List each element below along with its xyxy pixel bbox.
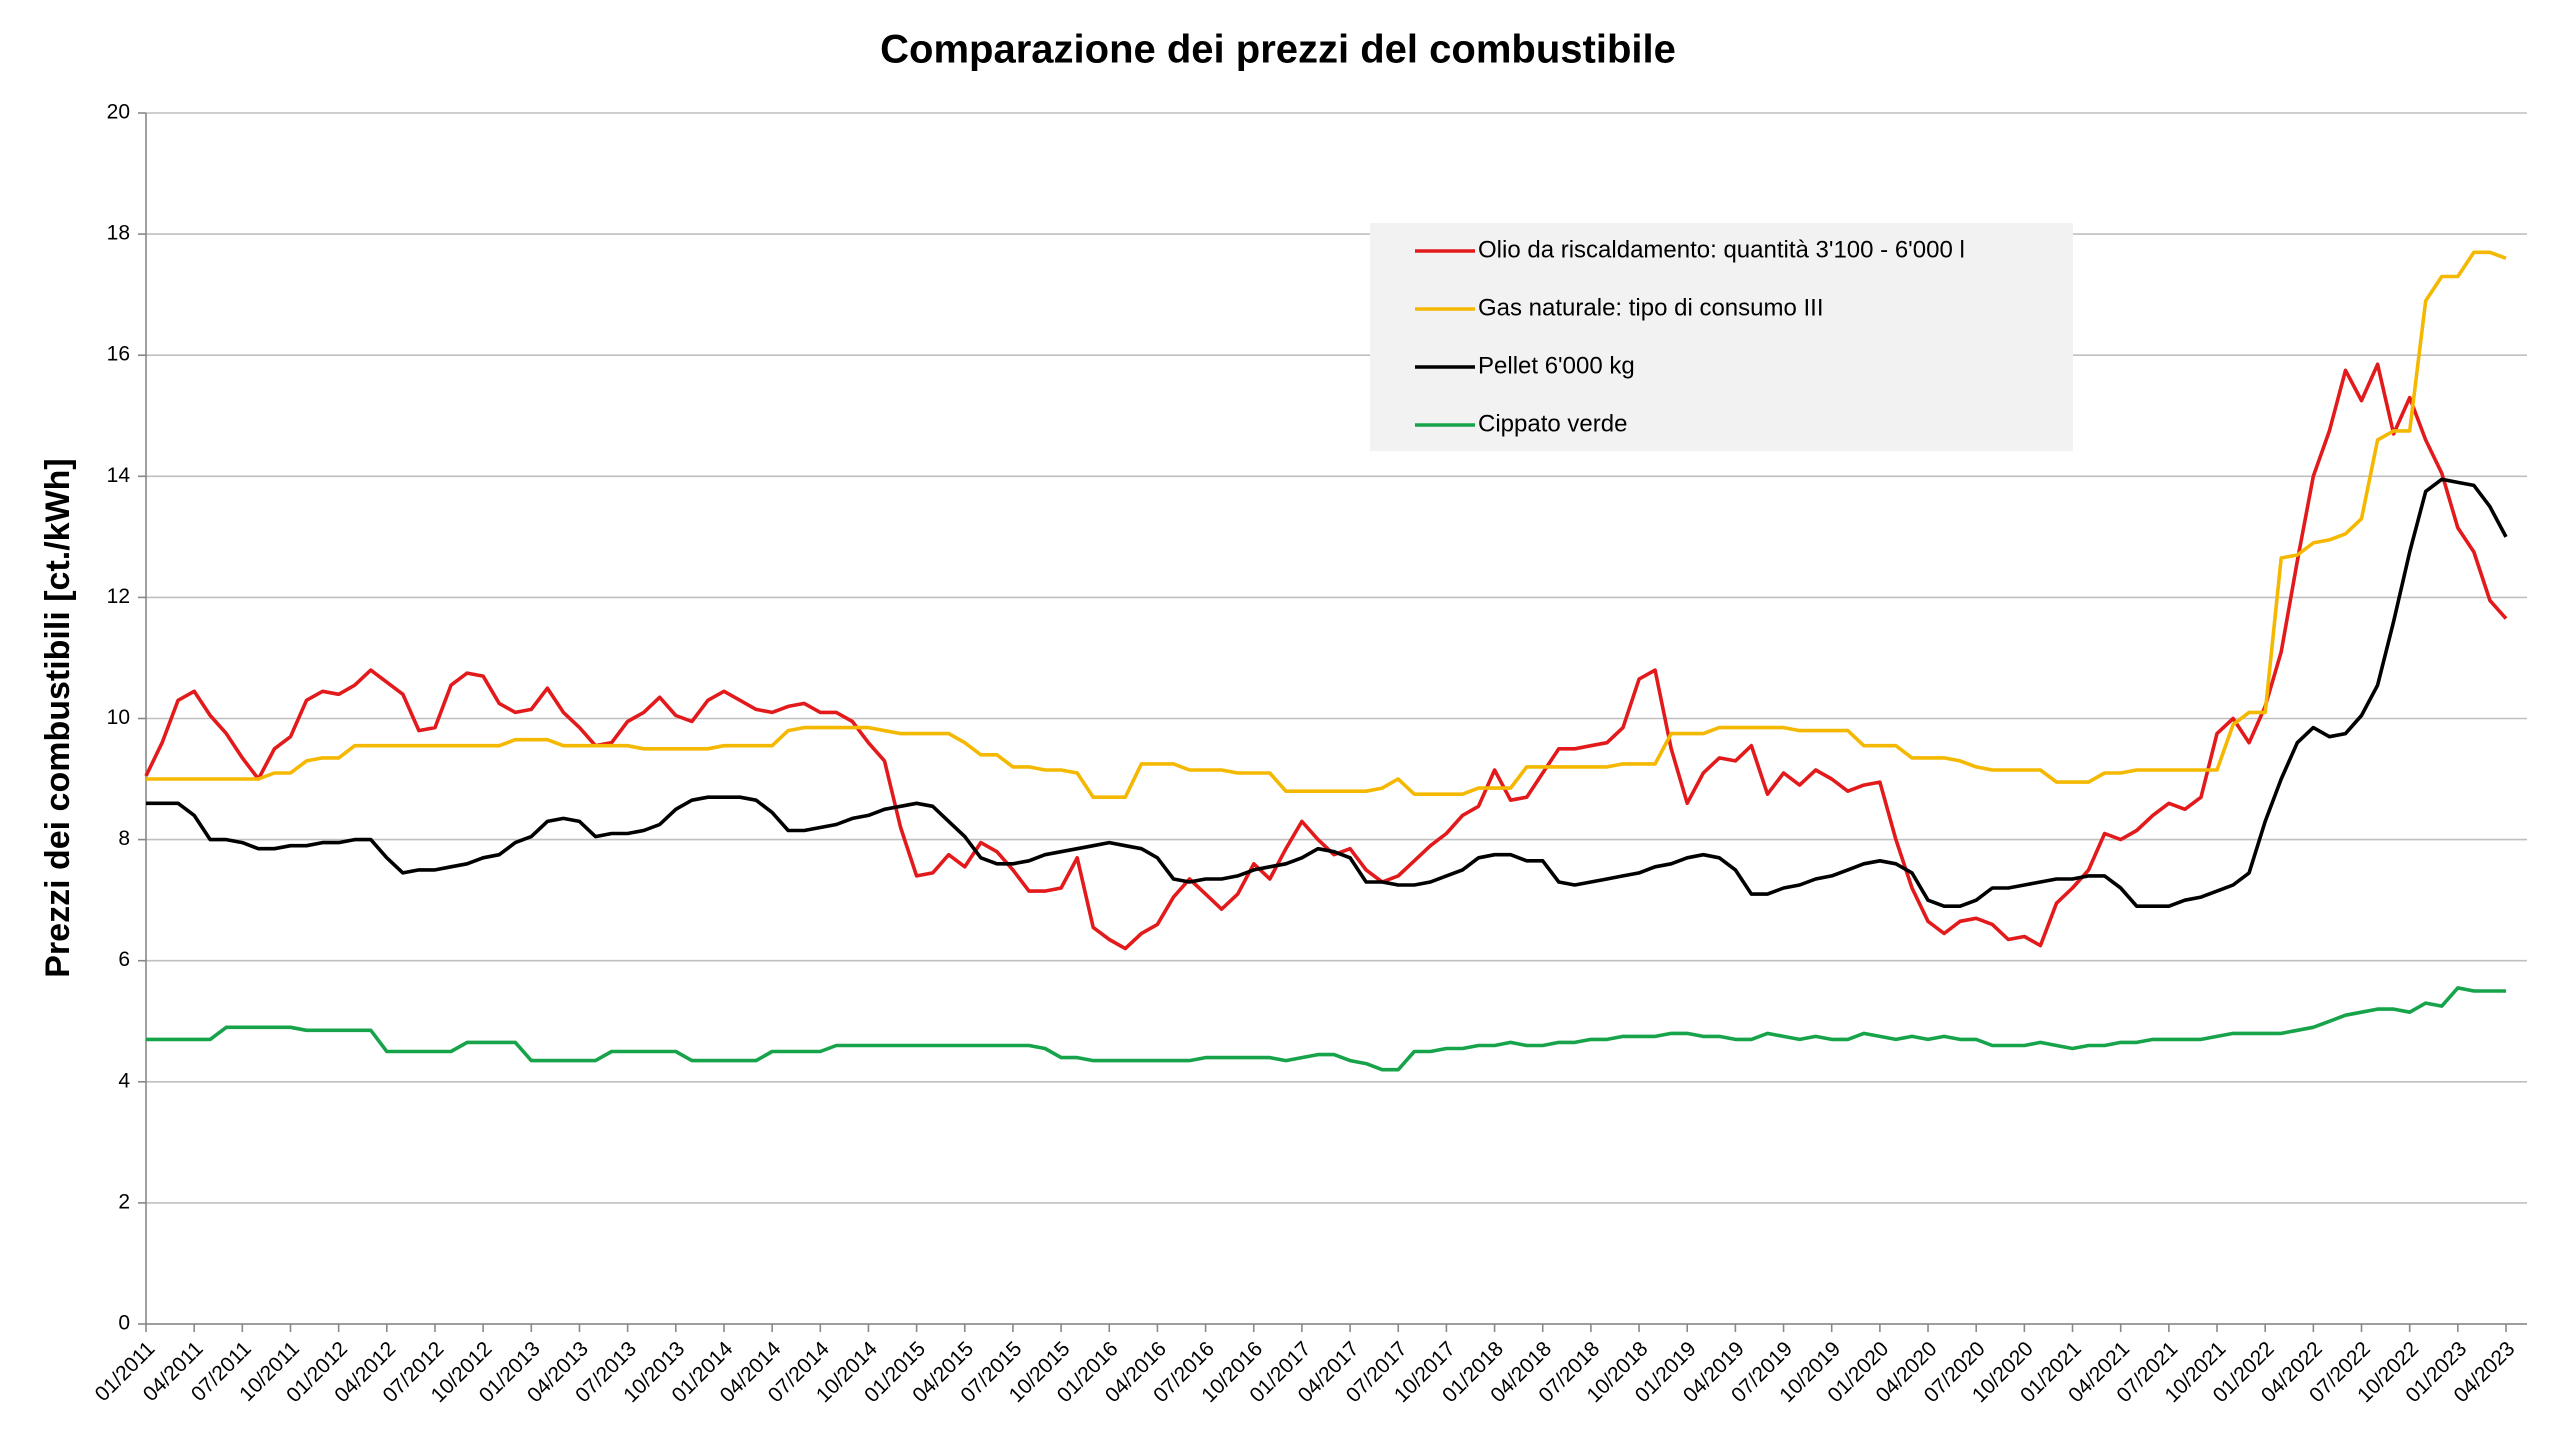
legend-label: Olio da riscaldamento: quantità 3'100 - … xyxy=(1478,236,1965,263)
series-line xyxy=(144,362,2508,951)
y-tick-label: 4 xyxy=(118,1069,130,1092)
y-tick-label: 8 xyxy=(118,827,130,850)
chart-title: Comparazione dei prezzi del combustibile xyxy=(880,28,1676,72)
y-tick-label: 16 xyxy=(107,343,130,366)
legend-label: Pellet 6'000 kg xyxy=(1478,352,1635,379)
y-tick-label: 10 xyxy=(107,706,130,729)
y-tick-label: 2 xyxy=(118,1190,130,1213)
legend-label: Gas naturale: tipo di consumo III xyxy=(1478,294,1824,321)
legend-box xyxy=(1370,223,2073,451)
y-tick-label: 20 xyxy=(107,101,130,124)
y-tick-label: 0 xyxy=(118,1312,130,1335)
series-line xyxy=(146,250,2507,799)
y-tick-label: 18 xyxy=(107,222,130,245)
legend-label: Cippato verde xyxy=(1478,410,1627,437)
y-tick-label: 6 xyxy=(118,948,130,971)
series-line xyxy=(146,477,2508,908)
y-tick-label: 12 xyxy=(107,585,130,608)
y-axis-label: Prezzi dei combustibili [ct./kWh] xyxy=(39,458,77,978)
series-line xyxy=(146,986,2506,1072)
legend: Olio da riscaldamento: quantità 3'100 - … xyxy=(1370,223,2073,451)
y-tick-label: 14 xyxy=(107,464,131,487)
